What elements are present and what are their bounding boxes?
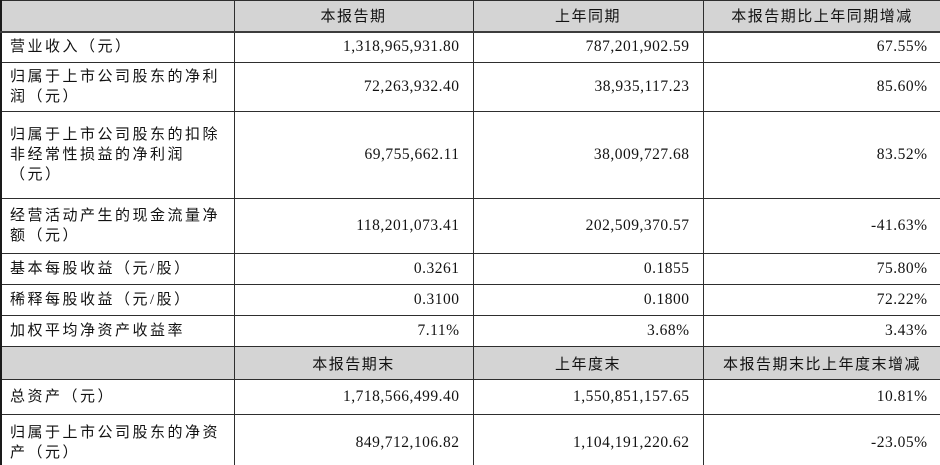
- value-current: 0.3261: [233, 253, 474, 285]
- row-label: 归属于上市公司股东的扣除非经常性损益的净利润（元）: [0, 111, 235, 199]
- value-current: 0.3100: [233, 284, 474, 316]
- column-header: 上年度末: [472, 346, 704, 380]
- value-change: 72.22%: [702, 284, 940, 316]
- column-header: 本报告期末: [233, 346, 474, 380]
- row-label: 加权平均净资产收益率: [0, 315, 235, 347]
- table-row: 总资产（元） 1,718,566,499.40 1,550,851,157.65 10…: [0, 379, 940, 415]
- value-change: -23.05%: [702, 414, 940, 465]
- row-label: 总资产（元）: [0, 379, 235, 415]
- row-label: 稀释每股收益（元/股）: [0, 284, 235, 316]
- table-row: 归属于上市公司股东的净资产（元） 849,712,106.82 1,104,191,…: [0, 414, 940, 465]
- corner-cell: [0, 346, 235, 380]
- column-header: 上年同期: [472, 0, 704, 33]
- value-change: -41.63%: [702, 198, 940, 254]
- value-prior: 202,509,370.57: [472, 198, 704, 254]
- table-row: 经营活动产生的现金流量净额（元） 118,201,073.41 202,509,37…: [0, 198, 940, 254]
- header-row-section2: 本报告期末 上年度末 本报告期末比上年度末增减: [0, 346, 940, 380]
- table-row: 稀释每股收益（元/股） 0.3100 0.1800 72.22%: [0, 284, 940, 316]
- value-current: 72,263,932.40: [233, 62, 474, 112]
- value-prior: 0.1855: [472, 253, 704, 285]
- value-current: 849,712,106.82: [233, 414, 474, 465]
- row-label: 归属于上市公司股东的净资产（元）: [0, 414, 235, 465]
- row-label: 基本每股收益（元/股）: [0, 253, 235, 285]
- value-current: 1,318,965,931.80: [233, 31, 474, 63]
- value-change: 85.60%: [702, 62, 940, 112]
- table-row: 营业收入（元） 1,318,965,931.80 787,201,902.59 67.…: [0, 31, 940, 63]
- column-header: 本报告期比上年同期增减: [702, 0, 940, 33]
- value-change: 3.43%: [702, 315, 940, 347]
- table-row: 加权平均净资产收益率 7.11% 3.68% 3.43%: [0, 315, 940, 347]
- value-prior: 1,104,191,220.62: [472, 414, 704, 465]
- row-label: 营业收入（元）: [0, 31, 235, 63]
- table-row: 基本每股收益（元/股） 0.3261 0.1855 75.80%: [0, 253, 940, 285]
- value-prior: 787,201,902.59: [472, 31, 704, 63]
- row-label: 归属于上市公司股东的净利润（元）: [0, 62, 235, 112]
- column-header: 本报告期: [233, 0, 474, 33]
- table-row: 归属于上市公司股东的净利润（元） 72,263,932.40 38,935,117.…: [0, 62, 940, 112]
- value-prior: 38,009,727.68: [472, 111, 704, 199]
- value-current: 1,718,566,499.40: [233, 379, 474, 415]
- value-change: 75.80%: [702, 253, 940, 285]
- value-change: 67.55%: [702, 31, 940, 63]
- corner-cell: [0, 0, 235, 33]
- value-prior: 3.68%: [472, 315, 704, 347]
- header-row-section1: 本报告期 上年同期 本报告期比上年同期增减: [0, 0, 940, 33]
- value-change: 83.52%: [702, 111, 940, 199]
- table-row: 归属于上市公司股东的扣除非经常性损益的净利润（元） 69,755,662.11 38…: [0, 111, 940, 199]
- value-current: 69,755,662.11: [233, 111, 474, 199]
- value-change: 10.81%: [702, 379, 940, 415]
- column-header: 本报告期末比上年度末增减: [702, 346, 940, 380]
- value-current: 118,201,073.41: [233, 198, 474, 254]
- value-current: 7.11%: [233, 315, 474, 347]
- value-prior: 38,935,117.23: [472, 62, 704, 112]
- value-prior: 1,550,851,157.65: [472, 379, 704, 415]
- row-label: 经营活动产生的现金流量净额（元）: [0, 198, 235, 254]
- value-prior: 0.1800: [472, 284, 704, 316]
